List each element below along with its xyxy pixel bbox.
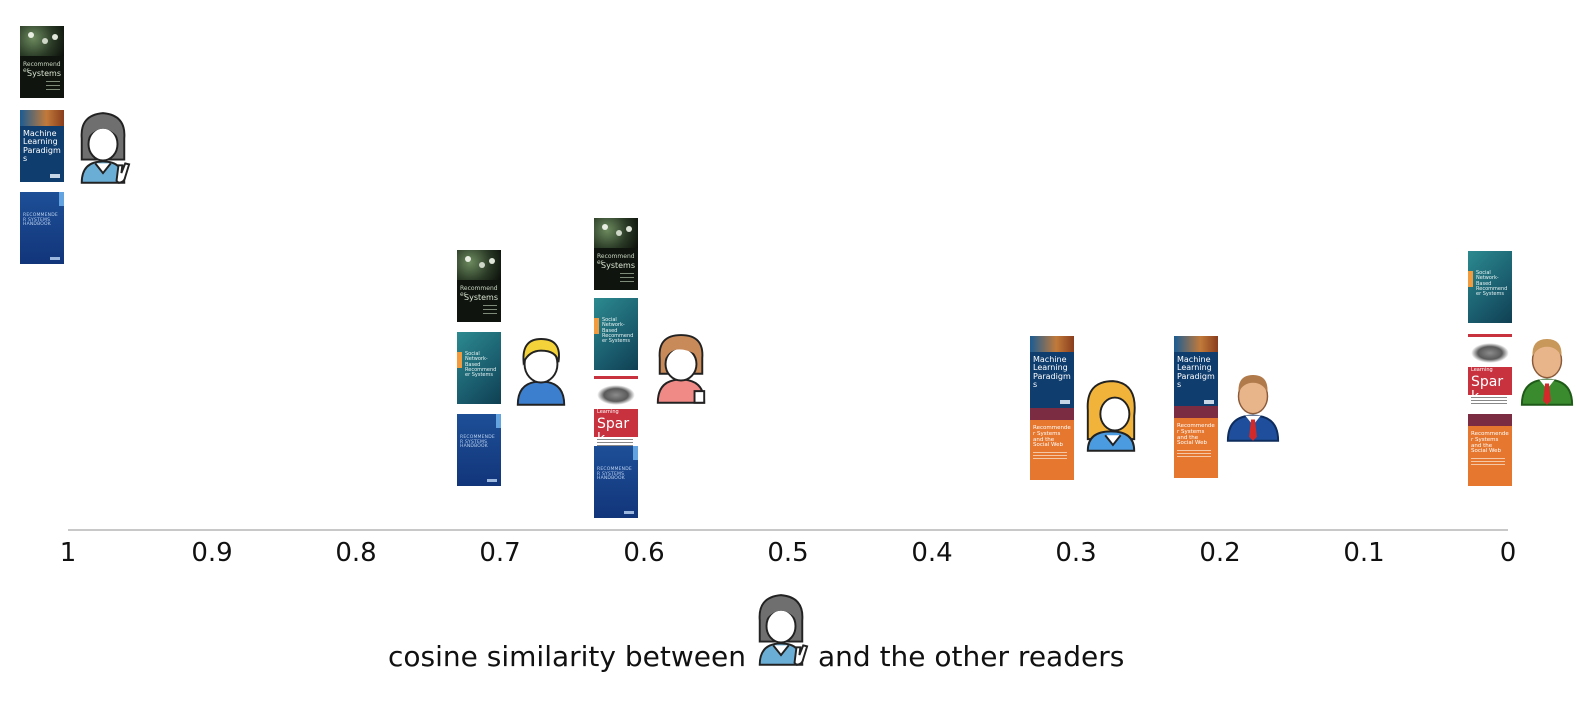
book-recommender-systems-introduction-icon: Recommender Systems	[457, 250, 501, 322]
axis-tick-label: 0.1	[1343, 538, 1385, 568]
book-learning-spark-icon: LearningSpark	[1468, 334, 1512, 406]
book-machine-learning-paradigms-icon: Machine Learning Paradigms	[1030, 336, 1074, 408]
book-social-network-based-recommender-systems-icon: Social Network-Based Recommender Systems	[1468, 251, 1512, 323]
book-recommender-systems-handbook-icon: RECOMMENDER SYSTEMS HANDBOOK	[20, 192, 64, 264]
reader-brown-girl-icon	[656, 334, 706, 404]
axis-tick-label: 0.5	[767, 538, 809, 568]
book-recommender-systems-introduction-icon: Recommender Systems	[594, 218, 638, 290]
axis-tick-label: 0.8	[335, 538, 377, 568]
reader-green-man-icon	[1520, 338, 1574, 406]
axis-label-after: and the other readers	[818, 640, 1125, 673]
axis-line	[68, 529, 1508, 531]
book-recommender-systems-social-web-icon: Recommender Systems and the Social Web	[1468, 414, 1512, 486]
axis-label: cosine similarity between and the other …	[0, 590, 1576, 680]
reader-girl-peace-icon	[758, 594, 809, 666]
reader-blond-woman-icon	[1086, 380, 1136, 452]
axis-tick-label: 0.6	[623, 538, 665, 568]
book-machine-learning-paradigms-icon: Machine Learning Paradigms	[20, 110, 64, 182]
reader-businessman-icon	[1226, 374, 1280, 442]
book-social-network-based-recommender-systems-icon: Social Network-Based Recommender Systems	[457, 332, 501, 404]
book-machine-learning-paradigms-icon: Machine Learning Paradigms	[1174, 336, 1218, 408]
axis-tick-label: 0	[1499, 538, 1517, 568]
book-recommender-systems-social-web-icon: Recommender Systems and the Social Web	[1174, 406, 1218, 478]
axis-label-before: cosine similarity between	[388, 640, 746, 673]
book-learning-spark-icon: LearningSpark	[594, 376, 638, 448]
book-recommender-systems-handbook-icon: RECOMMENDER SYSTEMS HANDBOOK	[594, 446, 638, 518]
book-recommender-systems-introduction-icon: Recommender Systems	[20, 26, 64, 98]
axis-tick-label: 0.4	[911, 538, 953, 568]
book-recommender-systems-social-web-icon: Recommender Systems and the Social Web	[1030, 408, 1074, 480]
axis-tick-label: 0.3	[1055, 538, 1097, 568]
book-social-network-based-recommender-systems-icon: Social Network-Based Recommender Systems	[594, 298, 638, 370]
reader-blond-boy-icon	[516, 338, 566, 406]
axis-tick-label: 0.9	[191, 538, 233, 568]
book-recommender-systems-handbook-icon: RECOMMENDER SYSTEMS HANDBOOK	[457, 414, 501, 486]
axis-tick-label: 0.7	[479, 538, 521, 568]
axis-tick-label: 1	[59, 538, 77, 568]
axis-tick-label: 0.2	[1199, 538, 1241, 568]
reader-girl-peace-icon	[80, 112, 131, 184]
